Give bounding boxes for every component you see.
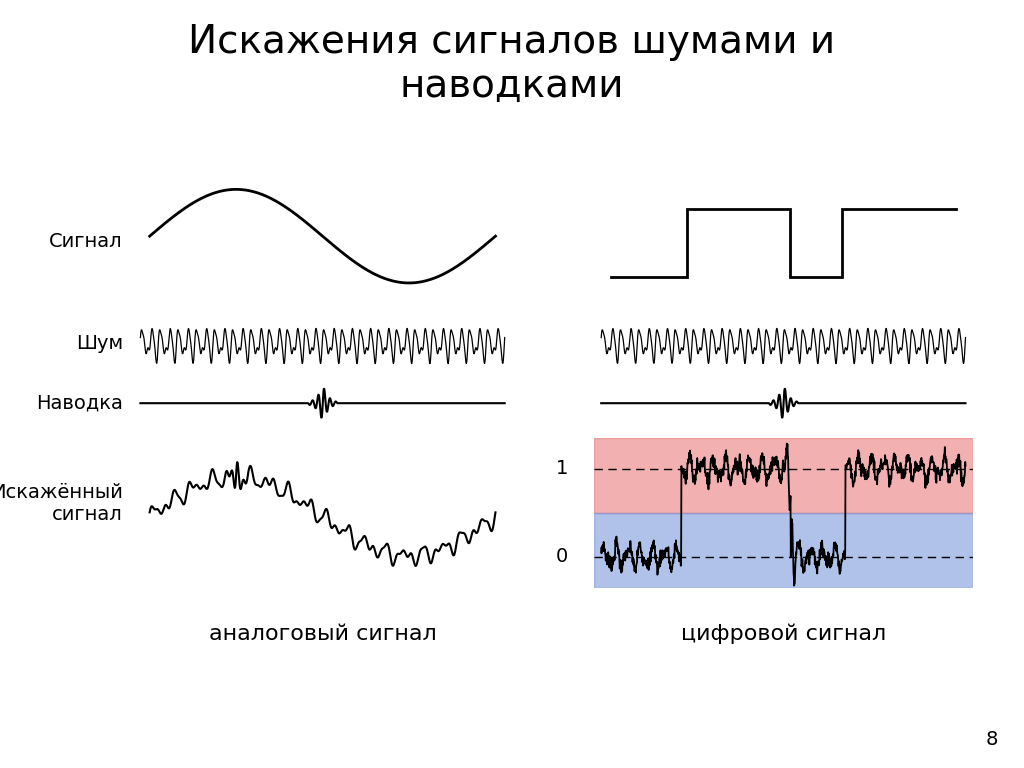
Text: Наводка: Наводка xyxy=(36,394,123,412)
Text: 0: 0 xyxy=(556,548,568,566)
Text: Шум: Шум xyxy=(76,334,123,353)
Bar xyxy=(594,513,973,588)
Text: 1: 1 xyxy=(556,459,568,478)
Text: цифровой сигнал: цифровой сигнал xyxy=(681,624,886,644)
Text: 8: 8 xyxy=(986,730,998,749)
Text: Искажённый
сигнал: Искажённый сигнал xyxy=(0,482,123,524)
Text: аналоговый сигнал: аналоговый сигнал xyxy=(209,624,436,644)
Bar xyxy=(594,438,973,513)
Text: Сигнал: Сигнал xyxy=(49,233,123,251)
Text: Искажения сигналов шумами и
наводками: Искажения сигналов шумами и наводками xyxy=(188,23,836,105)
